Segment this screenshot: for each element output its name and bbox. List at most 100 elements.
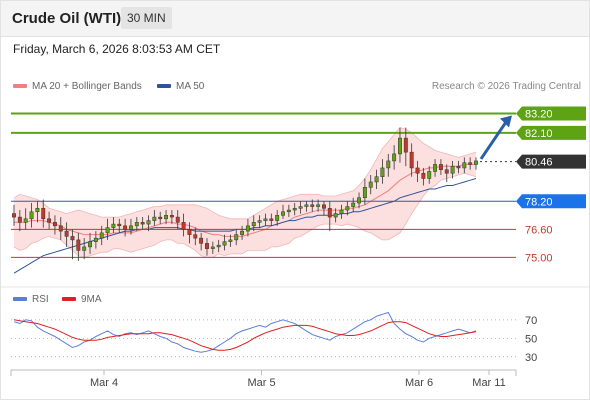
x-tick-label: Mar 6 xyxy=(405,377,433,389)
candle-body xyxy=(193,234,198,239)
candle-body xyxy=(129,225,133,230)
candle-body xyxy=(123,225,128,230)
candle-body xyxy=(444,169,449,174)
level-label-82.10: 82.10 xyxy=(525,128,553,140)
candle-body xyxy=(310,204,315,207)
candle-body xyxy=(41,208,46,220)
candle-body xyxy=(216,244,221,248)
candle-body xyxy=(181,222,186,230)
candle-body xyxy=(321,204,326,209)
candle-body xyxy=(52,222,57,227)
legend-ma20-label: MA 20 + Bollinger Bands xyxy=(32,81,142,92)
candle-body xyxy=(29,211,34,220)
candle-body xyxy=(362,186,367,199)
candle-body xyxy=(240,230,245,235)
candle-body xyxy=(281,211,285,216)
candle-body xyxy=(134,222,139,227)
candle-body xyxy=(263,218,268,221)
legend-ma20: MA 20 + Bollinger Bands xyxy=(13,81,142,92)
rsi-line xyxy=(13,311,477,353)
candle-body xyxy=(199,237,204,244)
timestamp: Friday, March 6, 2026 8:03:53 AM CET xyxy=(13,42,221,56)
candle-body xyxy=(438,164,443,170)
bollinger-upper-line xyxy=(13,127,477,220)
candle-body xyxy=(105,227,110,234)
forecast-arrow-shaft xyxy=(479,119,509,160)
candle-body xyxy=(205,243,209,249)
candle-body xyxy=(433,164,438,172)
candle-body xyxy=(152,216,157,221)
candle-body xyxy=(169,215,174,218)
candle-body xyxy=(403,137,408,153)
candle-body xyxy=(456,165,461,169)
ma20-swatch xyxy=(13,84,27,89)
candle-body xyxy=(251,222,256,227)
candle-body xyxy=(474,160,478,165)
candle-body xyxy=(450,165,455,174)
rsi-ma-line xyxy=(13,319,477,351)
candle-body xyxy=(368,181,373,188)
rsi-tick-50: 50 xyxy=(525,333,537,345)
candle-body xyxy=(304,204,309,207)
candle-body xyxy=(158,216,163,220)
candle-body xyxy=(187,229,192,235)
candle-body xyxy=(316,204,321,207)
candle-body xyxy=(222,241,227,246)
candle-body xyxy=(76,239,81,251)
candle-body xyxy=(64,230,69,237)
legend-rsi: RSI xyxy=(13,294,49,305)
rsi-tick-70: 70 xyxy=(525,315,537,327)
level-label-76.60: 76.60 xyxy=(525,224,553,236)
timeframe-badge[interactable]: 30 MIN xyxy=(121,7,172,29)
candle-body xyxy=(345,206,350,211)
candle-body xyxy=(140,222,145,225)
legend-rsi-ma: 9MA xyxy=(62,294,102,305)
rsi-tick-30: 30 xyxy=(525,352,537,364)
x-tick-label: Mar 5 xyxy=(247,377,275,389)
candle-body xyxy=(111,223,116,228)
legend-ma50-label: MA 50 xyxy=(176,81,205,92)
credit-text: Research © 2026 Trading Central xyxy=(431,81,581,92)
ma50-swatch xyxy=(157,84,171,89)
forecast-arrow-head xyxy=(500,115,512,128)
candle-body xyxy=(93,237,98,242)
level-label-78.20: 78.20 xyxy=(525,196,553,208)
candle-body xyxy=(468,162,473,165)
candle-body xyxy=(327,208,332,218)
candle-body xyxy=(47,218,52,223)
candle-body xyxy=(298,206,303,209)
ma20-line xyxy=(14,163,476,237)
candle-body xyxy=(398,137,402,155)
level-tag-80.46 xyxy=(516,154,586,169)
bollinger-band-fill xyxy=(14,127,476,258)
candle-body xyxy=(117,223,122,227)
candle-body xyxy=(269,218,274,221)
candle-body xyxy=(23,218,28,223)
candle-body xyxy=(35,208,40,213)
level-tag-82.10 xyxy=(516,125,586,140)
candle-body xyxy=(339,209,344,214)
rsi-ma-swatch xyxy=(62,297,76,302)
candle-body xyxy=(275,215,280,221)
candle-body xyxy=(17,216,22,223)
candle-body xyxy=(386,160,391,169)
candle-body xyxy=(164,215,169,220)
bollinger-lower-line xyxy=(13,172,477,258)
candle-body xyxy=(12,213,16,218)
candle-body xyxy=(99,232,104,239)
candle-body xyxy=(351,202,356,207)
candle-body xyxy=(427,171,432,179)
chart-header: Crude Oil (WTI) 30 MIN xyxy=(0,0,590,37)
candle-body xyxy=(421,172,426,179)
candle-body xyxy=(146,220,151,225)
legend-rsi-ma-label: 9MA xyxy=(81,294,102,305)
candle-body xyxy=(58,225,63,232)
candle-body xyxy=(70,236,75,241)
candle-body xyxy=(228,239,233,242)
candle-body xyxy=(88,241,92,248)
x-tick-label: Mar 11 xyxy=(472,377,505,389)
candle-body xyxy=(409,151,414,169)
level-label-75.00: 75.00 xyxy=(525,252,553,264)
candle-body xyxy=(257,220,262,223)
